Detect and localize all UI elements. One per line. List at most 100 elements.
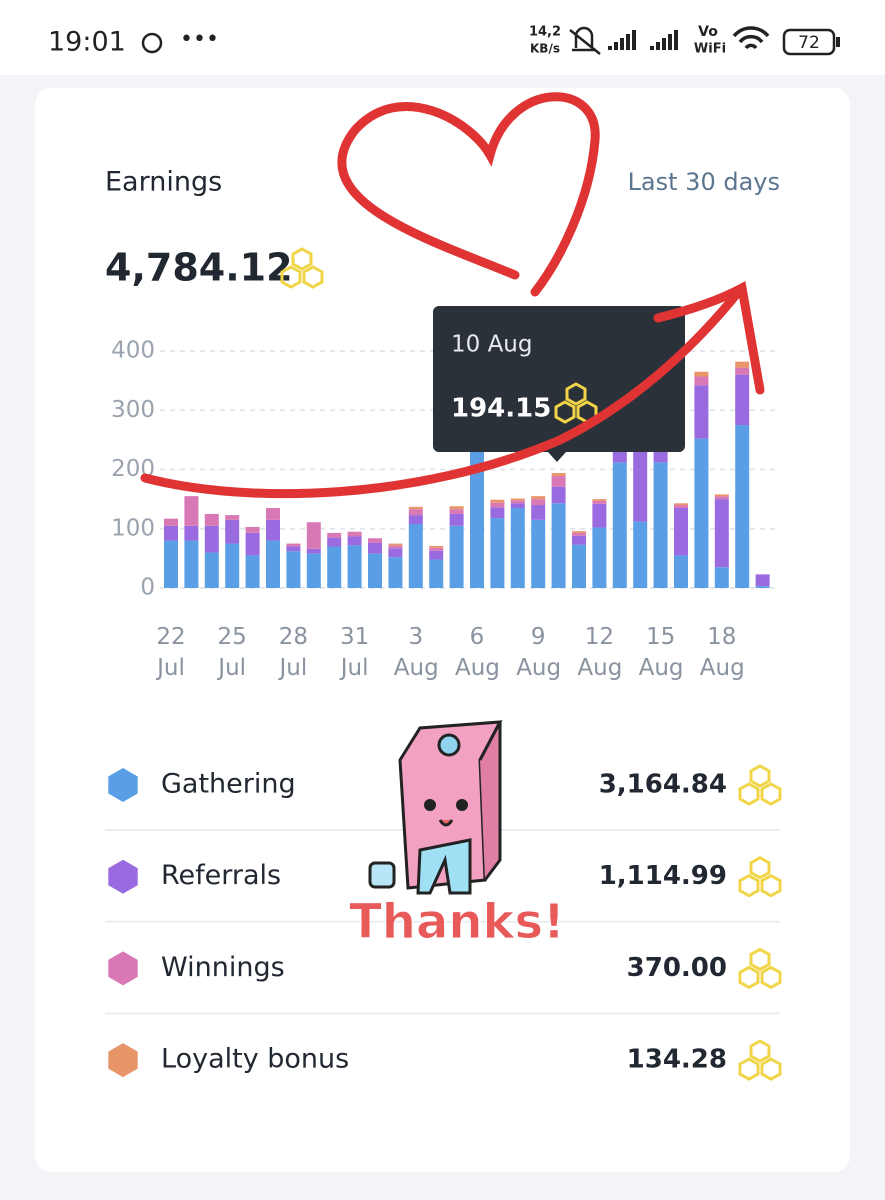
bar-segment <box>408 509 423 516</box>
bar-segment <box>388 548 403 558</box>
bar-segment <box>286 546 301 552</box>
bar-segment <box>266 519 280 541</box>
bar-segment <box>429 547 444 551</box>
bar-segment <box>674 503 688 506</box>
bar-segment <box>572 535 586 545</box>
x-tick-label: 12 Aug <box>577 624 623 681</box>
bar-segment <box>490 502 505 508</box>
volte-vo: Vo <box>698 24 718 40</box>
bar-segment <box>225 543 240 588</box>
bar-segment <box>184 525 199 541</box>
volte-wifi: WiFi <box>694 42 726 57</box>
bar-segment <box>470 451 484 588</box>
bar-segment <box>408 506 423 510</box>
bar-segment <box>531 496 546 500</box>
legend-total: 134.28 <box>627 1045 727 1075</box>
bar-segment <box>245 532 260 556</box>
bar-segment <box>572 532 586 536</box>
bar-segment <box>633 432 648 522</box>
bar-segment <box>245 526 260 533</box>
bar-segment <box>694 385 709 439</box>
bar-segment <box>531 505 546 520</box>
legend-total: 3,164.84 <box>599 770 727 800</box>
bar-segment <box>735 367 750 375</box>
bar-segment <box>531 519 546 588</box>
bar-segment <box>164 518 178 526</box>
status-time: 19:01 <box>48 27 126 58</box>
bar-segment <box>510 498 525 501</box>
bar-segment <box>266 540 280 588</box>
bar-segment <box>164 525 178 541</box>
bar-segment <box>510 508 525 588</box>
bar-segment <box>551 503 566 588</box>
drawn-heart <box>337 92 600 297</box>
bar-segment <box>408 524 423 588</box>
bar-segment <box>429 550 444 560</box>
bar-segment <box>592 503 607 528</box>
y-tick-label: 400 <box>111 338 155 364</box>
bar-segment <box>306 548 321 554</box>
bar-segment <box>286 543 301 547</box>
legend-swatch <box>108 859 138 894</box>
bar-segment <box>633 521 648 588</box>
battery-icon <box>782 28 836 56</box>
bar-segment <box>327 537 342 547</box>
bar-segment <box>755 586 770 588</box>
bar-segment <box>572 544 586 588</box>
bar-segment <box>551 473 566 477</box>
legend-name: Gathering <box>161 769 296 800</box>
battery-tip <box>836 37 840 47</box>
mute-icon <box>569 26 601 55</box>
x-tick-label: 25 Jul <box>217 624 247 681</box>
tooltip: 10 Aug 194.15 <box>433 306 685 462</box>
bar-segment <box>714 494 729 497</box>
card-title: Earnings <box>105 167 222 198</box>
x-tick-label: 6 Aug <box>455 624 500 681</box>
bar-segment <box>429 545 444 548</box>
bar-segment <box>755 574 770 587</box>
bar-segment <box>612 462 627 588</box>
bar-segment <box>449 525 464 588</box>
bar-segment <box>347 545 362 588</box>
bar-segment <box>735 374 750 426</box>
legend-total: 370.00 <box>627 953 727 983</box>
bar-segment <box>714 499 729 568</box>
legend-total: 1,114.99 <box>599 861 727 891</box>
bar-segment <box>368 542 382 554</box>
bar-segment <box>204 513 219 526</box>
total-earnings: 4,784.12 <box>105 246 293 290</box>
y-tick-label: 100 <box>111 515 155 541</box>
legend-swatch <box>108 1043 138 1078</box>
legend-name: Loyalty bonus <box>161 1044 349 1075</box>
bar-segment <box>490 518 505 588</box>
bar-segment <box>388 545 403 549</box>
bar-segment <box>694 371 709 377</box>
bar-segment <box>592 500 607 504</box>
status-icon <box>141 32 163 54</box>
signal-icons <box>608 30 678 50</box>
bar-segment <box>286 551 301 588</box>
net-speed: 14,2 <box>529 25 561 40</box>
x-tick-label: 15 Aug <box>638 624 684 681</box>
bar-segment <box>653 462 668 588</box>
sticker-text: Thanks! <box>349 894 565 950</box>
bar-segment <box>327 532 342 538</box>
bar-segment <box>245 555 260 588</box>
bar-segment <box>449 506 464 510</box>
bar-segment <box>490 499 505 503</box>
x-tick-label: 22 Jul <box>156 624 186 681</box>
battery-level: 72 <box>798 33 820 53</box>
bar-segment <box>714 496 729 500</box>
bar-segment <box>694 438 709 588</box>
bar-segment <box>347 531 362 537</box>
bar-segment <box>164 540 178 588</box>
period-selector[interactable]: Last 30 days <box>628 168 780 196</box>
bar-segment <box>204 525 219 553</box>
status-dots: ••• <box>180 27 219 52</box>
bar-segment <box>429 559 444 588</box>
bar-segment <box>572 531 586 533</box>
x-tick-label: 28 Jul <box>278 624 309 681</box>
bar-segment <box>531 499 546 506</box>
bar-segment <box>388 557 403 588</box>
